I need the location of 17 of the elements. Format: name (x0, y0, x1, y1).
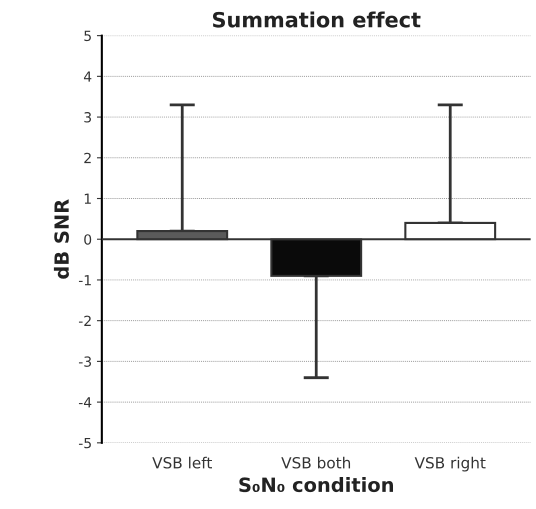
y-tick-label: 3 (84, 112, 92, 123)
y-tick-label: -3 (78, 356, 92, 367)
y-tick-label: -4 (78, 397, 92, 408)
y-tick-label: -2 (78, 316, 91, 326)
chart-title: Summation effect (212, 11, 421, 28)
y-tick-label: 5 (84, 30, 91, 42)
y-tick-label: 0 (84, 234, 92, 245)
x-tick-label: VSB right (414, 456, 486, 472)
y-tick-label: 1 (84, 194, 91, 204)
y-tick-label: -5 (78, 438, 91, 448)
y-tick-label: -1 (78, 275, 91, 286)
x-axis-title: S₀N₀ condition (239, 477, 393, 492)
y-tick-label: 4 (84, 72, 92, 82)
y-tick-label: 2 (84, 152, 91, 164)
y-axis-title: dB SNR (54, 199, 69, 279)
x-tick-label: VSB left (152, 456, 212, 469)
x-tick-label: VSB both (281, 456, 350, 469)
